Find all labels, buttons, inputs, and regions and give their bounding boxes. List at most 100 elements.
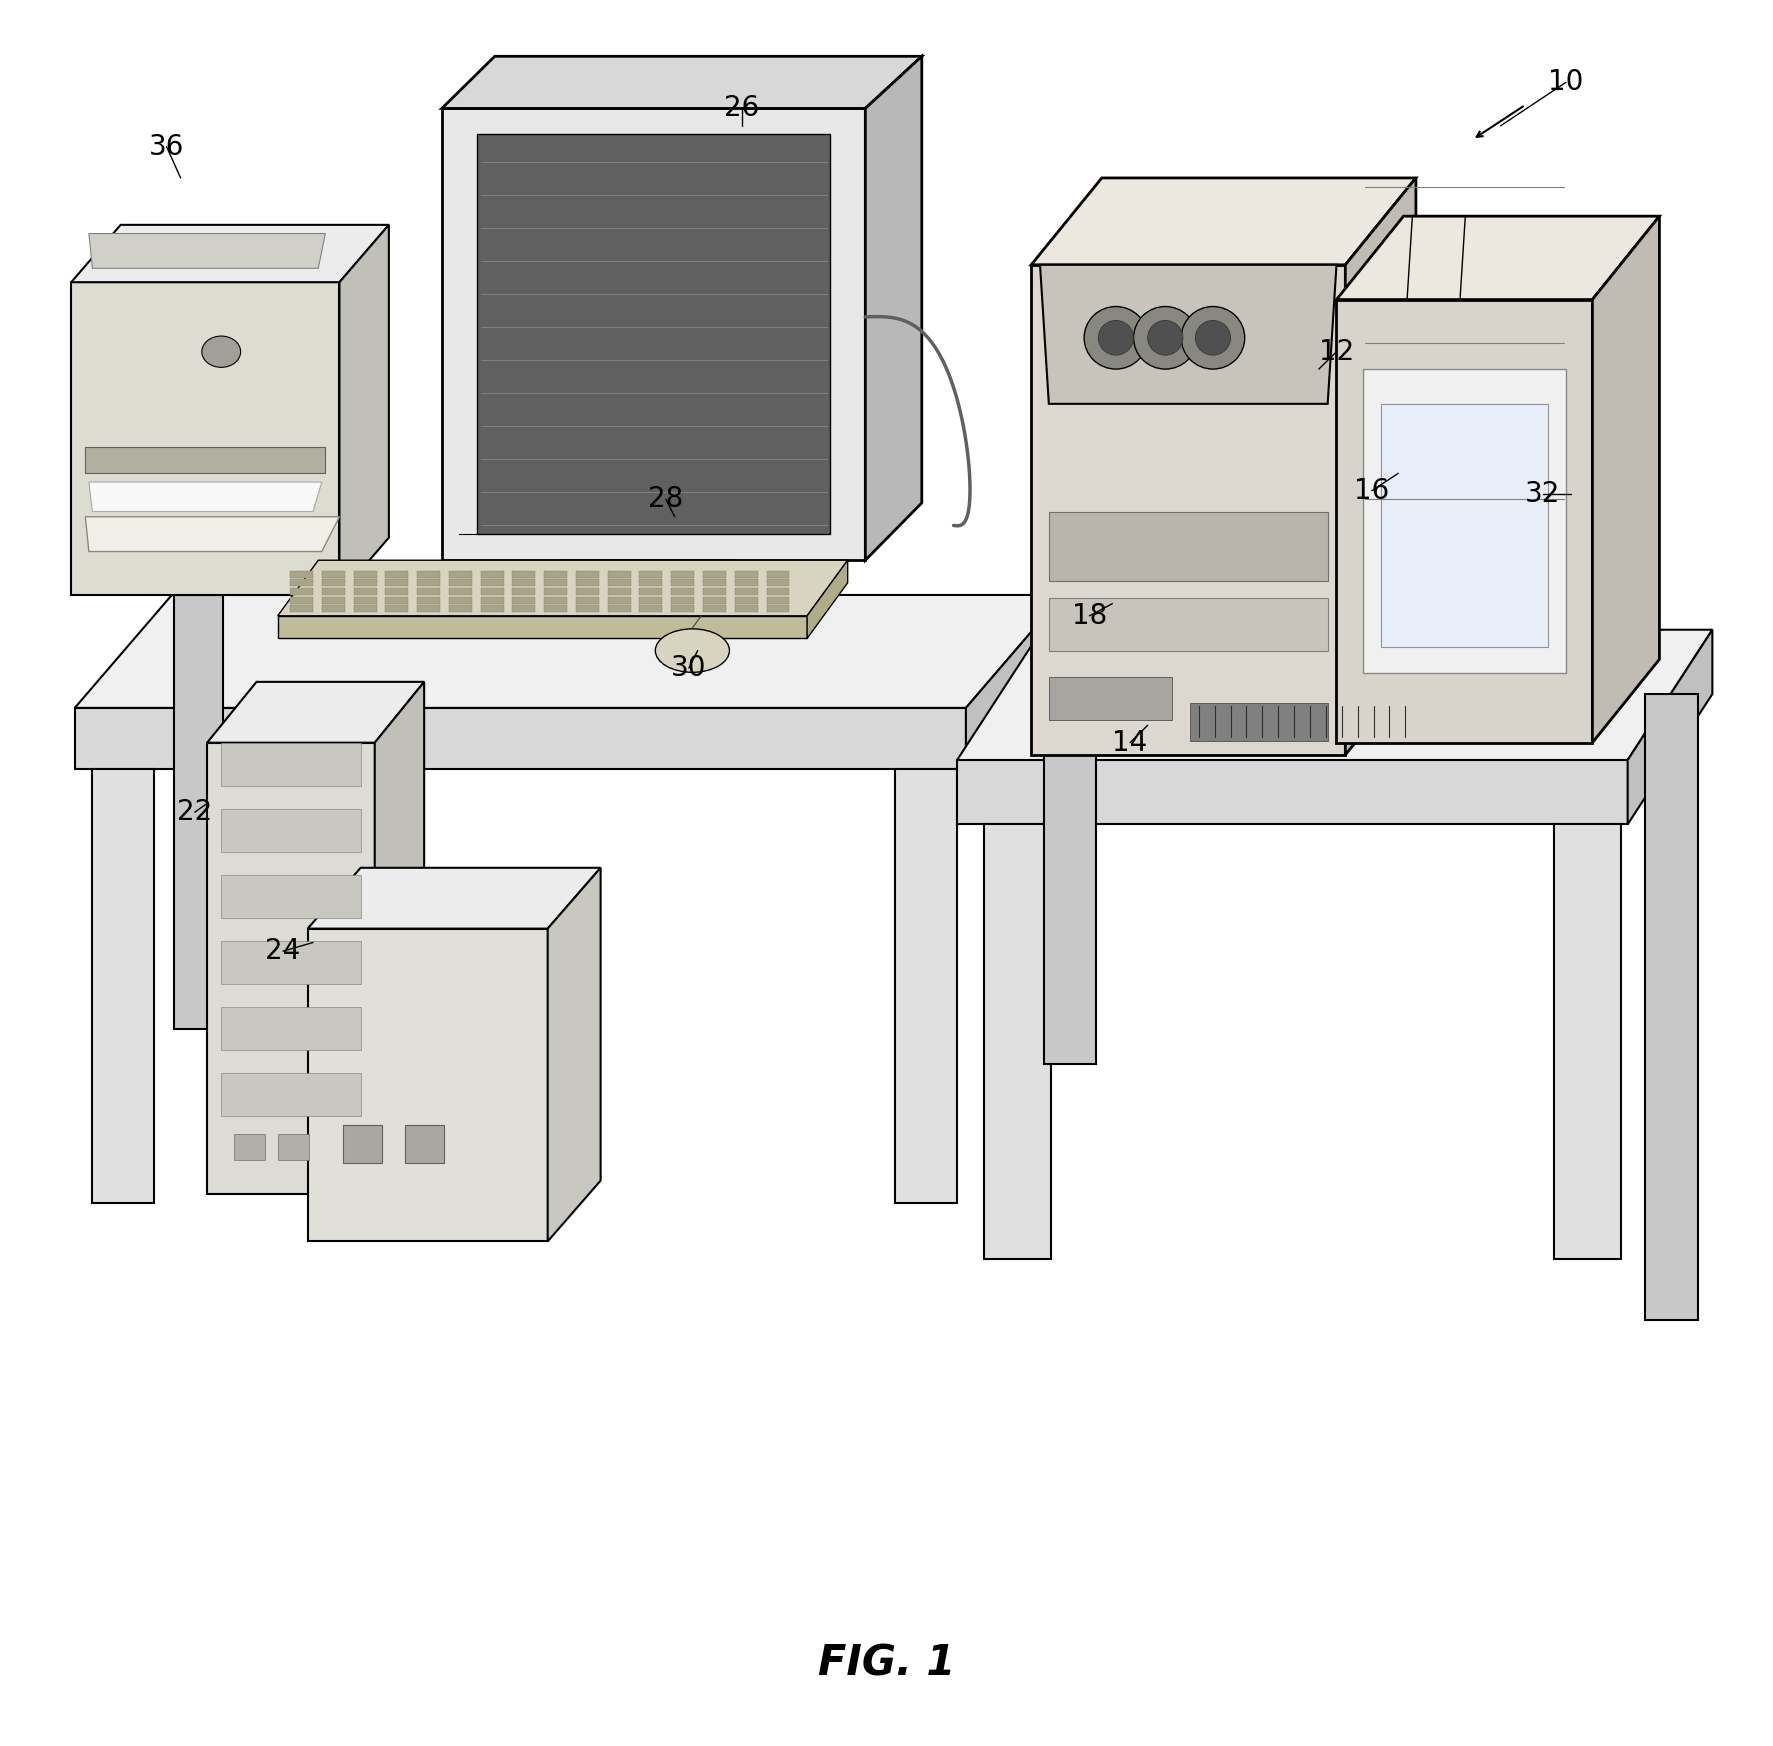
Polygon shape	[1381, 403, 1548, 648]
Text: 28: 28	[649, 485, 684, 513]
Bar	[234, 1133, 266, 1159]
Polygon shape	[1032, 178, 1417, 265]
Polygon shape	[278, 560, 847, 616]
Bar	[672, 606, 695, 613]
Polygon shape	[222, 941, 360, 985]
Polygon shape	[89, 482, 323, 512]
Polygon shape	[374, 683, 424, 1194]
Text: 36: 36	[149, 133, 184, 161]
Polygon shape	[957, 760, 1628, 824]
Polygon shape	[1592, 217, 1660, 742]
Polygon shape	[278, 616, 807, 639]
Bar	[291, 606, 314, 613]
Polygon shape	[984, 824, 1051, 1259]
Bar	[734, 571, 757, 578]
Polygon shape	[1050, 599, 1328, 651]
Bar	[608, 580, 631, 587]
Bar	[323, 597, 344, 604]
Bar	[480, 597, 504, 604]
Bar	[544, 606, 567, 613]
Bar	[640, 571, 663, 578]
Bar	[544, 571, 567, 578]
Polygon shape	[207, 683, 424, 742]
Bar	[385, 580, 408, 587]
Bar	[702, 580, 725, 587]
Bar	[323, 588, 344, 595]
Polygon shape	[441, 108, 865, 560]
Bar	[576, 597, 599, 604]
Polygon shape	[865, 56, 922, 560]
Bar	[766, 580, 789, 587]
Polygon shape	[966, 595, 1064, 768]
Polygon shape	[85, 517, 339, 552]
Text: 16: 16	[1355, 477, 1390, 505]
Polygon shape	[309, 929, 548, 1241]
Ellipse shape	[202, 335, 241, 367]
Bar	[512, 597, 535, 604]
Bar	[544, 597, 567, 604]
Bar	[672, 580, 695, 587]
Bar	[766, 606, 789, 613]
Bar	[480, 580, 504, 587]
Bar	[291, 580, 314, 587]
Bar	[353, 580, 376, 587]
Bar	[353, 606, 376, 613]
Polygon shape	[71, 225, 388, 283]
Polygon shape	[957, 630, 1713, 760]
Bar	[385, 571, 408, 578]
Bar	[766, 588, 789, 595]
Text: 22: 22	[177, 798, 213, 826]
Polygon shape	[895, 768, 957, 1203]
Bar	[672, 597, 695, 604]
Bar	[608, 597, 631, 604]
Bar	[734, 588, 757, 595]
Polygon shape	[74, 595, 1064, 707]
Text: 30: 30	[672, 655, 707, 683]
Bar	[449, 571, 472, 578]
Bar	[544, 588, 567, 595]
Polygon shape	[339, 225, 388, 595]
Bar	[512, 571, 535, 578]
Polygon shape	[71, 283, 339, 595]
Text: 18: 18	[1073, 602, 1106, 630]
Polygon shape	[92, 768, 154, 1203]
Circle shape	[1147, 321, 1183, 354]
Bar	[640, 580, 663, 587]
Bar	[702, 597, 725, 604]
Bar	[342, 1124, 381, 1163]
Polygon shape	[222, 1072, 360, 1116]
Text: FIG. 1: FIG. 1	[817, 1643, 956, 1685]
Circle shape	[1133, 307, 1197, 368]
Bar	[353, 597, 376, 604]
Bar	[576, 606, 599, 613]
Bar	[734, 580, 757, 587]
Bar	[608, 588, 631, 595]
Ellipse shape	[656, 629, 729, 672]
Text: 32: 32	[1525, 480, 1560, 508]
Bar	[766, 571, 789, 578]
Bar	[404, 1124, 443, 1163]
Bar	[417, 606, 440, 613]
Bar	[544, 580, 567, 587]
Bar	[291, 588, 314, 595]
Polygon shape	[1190, 702, 1328, 740]
Text: 10: 10	[1548, 68, 1583, 96]
Bar	[734, 597, 757, 604]
Bar	[353, 571, 376, 578]
Circle shape	[1097, 321, 1133, 354]
Bar	[449, 588, 472, 595]
Bar	[449, 606, 472, 613]
Polygon shape	[222, 1007, 360, 1051]
Bar	[417, 597, 440, 604]
Polygon shape	[1041, 265, 1337, 403]
Bar	[323, 571, 344, 578]
Circle shape	[1083, 307, 1147, 368]
Bar	[291, 597, 314, 604]
Polygon shape	[1645, 693, 1699, 1320]
Polygon shape	[548, 868, 601, 1241]
Circle shape	[1181, 307, 1245, 368]
Polygon shape	[560, 560, 736, 599]
Polygon shape	[1553, 824, 1621, 1259]
Bar	[353, 588, 376, 595]
Text: 14: 14	[1112, 728, 1147, 756]
